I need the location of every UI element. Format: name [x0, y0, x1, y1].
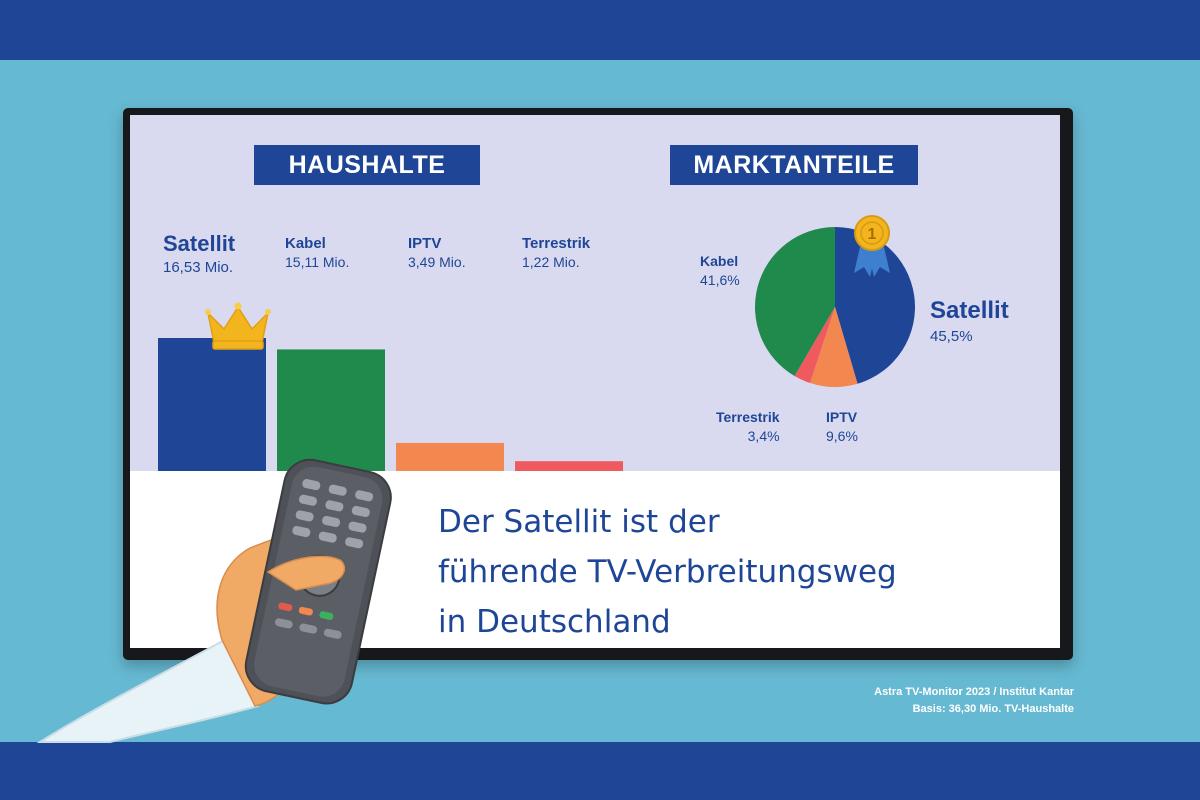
- thumb: [266, 555, 346, 591]
- pie-label-value: 45,5%: [930, 328, 973, 345]
- pie-slice-iptv: [810, 307, 858, 387]
- bar-label-value: 1,22 Mio.: [522, 254, 580, 270]
- pie-label-name: Satellit: [930, 297, 1009, 324]
- bar-label-name: Satellit: [163, 231, 236, 256]
- marktanteile-title: MARKTANTEILE: [670, 145, 918, 185]
- bar-label-terrestrik: Terrestrik 1,22 Mio.: [522, 235, 590, 270]
- source-note: Astra TV-Monitor 2023 / Institut Kantar …: [874, 684, 1074, 718]
- pie-label-name: Terrestrik: [716, 409, 780, 425]
- sleeve: [36, 634, 260, 743]
- source-line-2: Basis: 36,30 Mio. TV-Haushalte: [912, 703, 1074, 715]
- headline-line-2: führende TV-Verbreitungsweg: [438, 554, 897, 590]
- crown-icon: [205, 302, 271, 350]
- bar-label-satellit: Satellit 16,53 Mio.: [163, 231, 235, 276]
- pie-slice-terrestrik: [794, 307, 835, 384]
- bar-label-value: 16,53 Mio.: [163, 259, 234, 276]
- source-line-1: Astra TV-Monitor 2023 / Institut Kantar: [874, 686, 1074, 698]
- bar-label-value: 3,49 Mio.: [408, 254, 466, 270]
- bar-label-kabel: Kabel 15,11 Mio.: [285, 235, 349, 270]
- pie-label-value: 41,6%: [700, 272, 740, 288]
- charts-canvas: 1: [158, 215, 915, 471]
- top-band: [0, 0, 1200, 60]
- pie-label-value: 3,4%: [747, 428, 780, 444]
- pie-slice-satellit: [835, 227, 915, 384]
- bar-label-name: Kabel: [285, 235, 326, 252]
- pie-chart: [754, 227, 915, 387]
- pie-label-terrestrik: Terrestrik 3,4%: [716, 409, 780, 444]
- pie-label-satellit: Satellit 45,5%: [930, 297, 1009, 345]
- bar-terrestrik: [515, 461, 623, 471]
- bar-label-iptv: IPTV 3,49 Mio.: [408, 235, 466, 270]
- medal-number: 1: [868, 226, 877, 243]
- bar-iptv: [396, 442, 504, 471]
- pie-label-name: IPTV: [826, 409, 858, 425]
- headline-line-1: Der Satellit ist der: [438, 504, 720, 540]
- bottom-band: [0, 742, 1200, 800]
- bar-label-name: IPTV: [408, 235, 442, 252]
- bar-label-value: 15,11 Mio.: [285, 254, 350, 270]
- bar-chart: [158, 338, 623, 471]
- pie-slice-kabel: [754, 227, 835, 377]
- bar-label-name: Terrestrik: [522, 235, 591, 252]
- bar-satellit: [158, 338, 266, 471]
- pie-label-iptv: IPTV 9,6%: [826, 409, 858, 444]
- pie-label-value: 9,6%: [826, 428, 858, 444]
- pie-label-kabel: Kabel 41,6%: [700, 253, 740, 288]
- pie-label-name: Kabel: [700, 253, 739, 269]
- haushalte-title: HAUSHALTE: [254, 145, 480, 185]
- headline: Der Satellit ist der führende TV-Verbrei…: [438, 497, 1048, 647]
- medal-icon: 1: [854, 215, 890, 277]
- headline-line-3: in Deutschland: [438, 604, 671, 640]
- bar-kabel: [277, 349, 385, 471]
